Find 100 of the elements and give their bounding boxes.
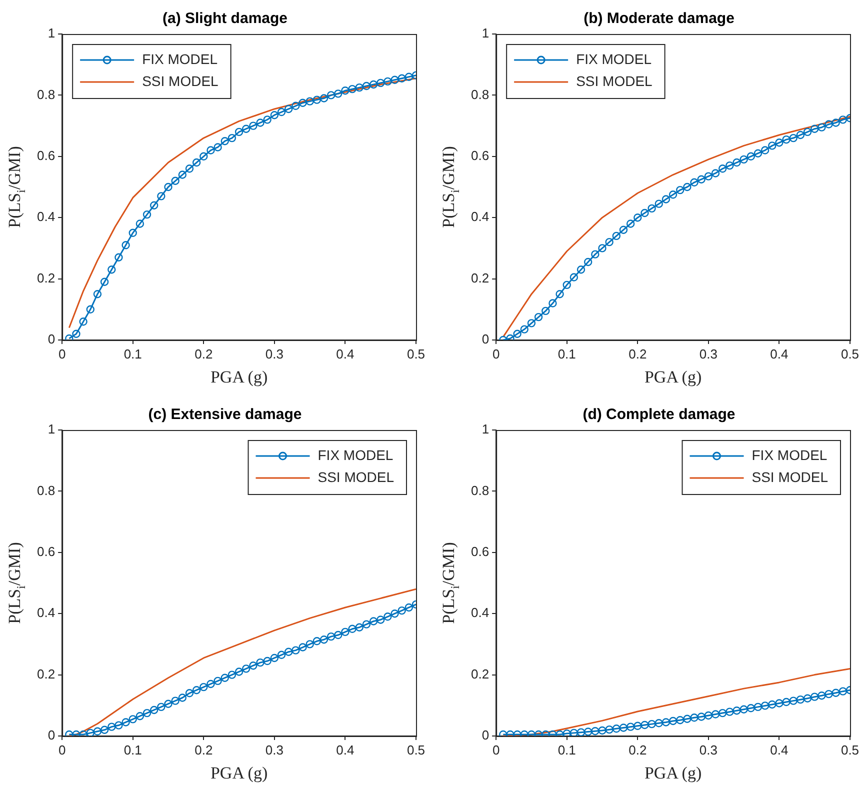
point xyxy=(390,76,399,84)
point xyxy=(740,155,748,164)
chart-title: (a) Slight damage xyxy=(162,10,288,28)
point xyxy=(341,628,350,636)
point xyxy=(284,104,293,114)
y-tick-label: 0.4 xyxy=(36,209,56,224)
point xyxy=(65,334,74,340)
point xyxy=(605,238,614,246)
x-tick-label: 0.2 xyxy=(628,346,647,362)
point xyxy=(185,689,194,698)
point xyxy=(697,175,706,184)
point xyxy=(369,617,378,626)
point xyxy=(270,654,279,662)
y-axis-title: P(LSi/GMI) xyxy=(5,542,28,624)
point xyxy=(306,97,314,106)
x-tick-label: 0 xyxy=(58,346,66,362)
point xyxy=(746,152,755,160)
point xyxy=(334,90,342,98)
point xyxy=(108,722,116,731)
point xyxy=(768,142,776,150)
x-tick-label: 0.3 xyxy=(699,742,718,758)
point xyxy=(284,648,293,656)
point xyxy=(79,318,88,326)
point xyxy=(108,266,116,274)
point xyxy=(114,253,123,262)
point xyxy=(348,624,356,633)
point xyxy=(676,186,684,194)
point xyxy=(775,138,784,147)
point xyxy=(711,169,720,178)
point xyxy=(312,637,321,646)
y-tick-label: 1 xyxy=(48,422,56,437)
point xyxy=(591,250,600,258)
point xyxy=(789,134,798,142)
y-tick-label: 0.8 xyxy=(36,86,56,102)
x-tick-label: 0.5 xyxy=(406,742,426,758)
y-tick-label: 0 xyxy=(482,332,490,347)
point xyxy=(86,305,94,314)
point xyxy=(192,158,201,167)
point xyxy=(228,134,236,142)
x-axis-title: PGA (g) xyxy=(210,367,268,386)
y-axis-title: P(LSi/GMI) xyxy=(439,542,462,624)
point xyxy=(164,182,172,192)
point xyxy=(326,91,336,100)
point xyxy=(234,128,244,136)
point xyxy=(341,86,350,95)
point xyxy=(65,730,74,736)
point xyxy=(256,658,264,667)
y-tick-label: 0.6 xyxy=(470,148,490,163)
x-tick-label: 0.3 xyxy=(265,742,284,758)
y-tick-label: 0.2 xyxy=(36,270,56,286)
point xyxy=(263,116,272,124)
point xyxy=(506,334,514,340)
point xyxy=(171,176,180,185)
x-tick-label: 0.1 xyxy=(124,346,142,362)
point xyxy=(128,228,137,237)
point xyxy=(220,137,229,146)
y-tick-label: 0.8 xyxy=(36,482,56,498)
x-tick-label: 0.2 xyxy=(194,346,213,362)
point xyxy=(136,712,144,720)
point xyxy=(142,210,152,219)
point xyxy=(192,686,201,694)
point xyxy=(355,623,364,632)
point xyxy=(206,680,215,688)
point xyxy=(128,715,137,724)
point xyxy=(72,330,80,338)
point xyxy=(668,190,678,199)
x-tick-label: 0.4 xyxy=(770,346,788,362)
point xyxy=(220,674,229,682)
x-tick-label: 0.5 xyxy=(840,346,860,362)
point xyxy=(185,164,194,173)
point xyxy=(683,182,692,192)
y-tick-label: 0.2 xyxy=(470,666,490,682)
y-tick-label: 0.8 xyxy=(470,482,490,498)
chart-title: (d) Complete damage xyxy=(582,406,736,424)
point xyxy=(157,192,166,200)
point xyxy=(214,143,222,152)
point xyxy=(214,676,222,686)
point xyxy=(584,258,592,266)
point xyxy=(93,727,102,736)
point xyxy=(178,170,187,179)
y-axis-title: P(LSi/GMI) xyxy=(439,146,462,228)
x-tick-label: 0 xyxy=(58,742,66,758)
y-tick-label: 0 xyxy=(48,728,56,743)
point xyxy=(818,123,826,132)
point xyxy=(754,149,762,158)
point xyxy=(348,84,356,94)
x-tick-label: 0.5 xyxy=(406,346,426,362)
x-tick-label: 0.1 xyxy=(124,742,142,758)
point xyxy=(114,721,123,730)
x-axis-title: PGA (g) xyxy=(644,763,702,782)
legend-label: SSI MODEL xyxy=(752,468,828,485)
point xyxy=(72,730,80,736)
point xyxy=(292,646,300,654)
point xyxy=(249,122,258,130)
point xyxy=(384,77,392,86)
point xyxy=(263,656,272,666)
point xyxy=(228,670,236,679)
point xyxy=(760,146,770,154)
point xyxy=(718,164,727,173)
point xyxy=(398,74,406,82)
